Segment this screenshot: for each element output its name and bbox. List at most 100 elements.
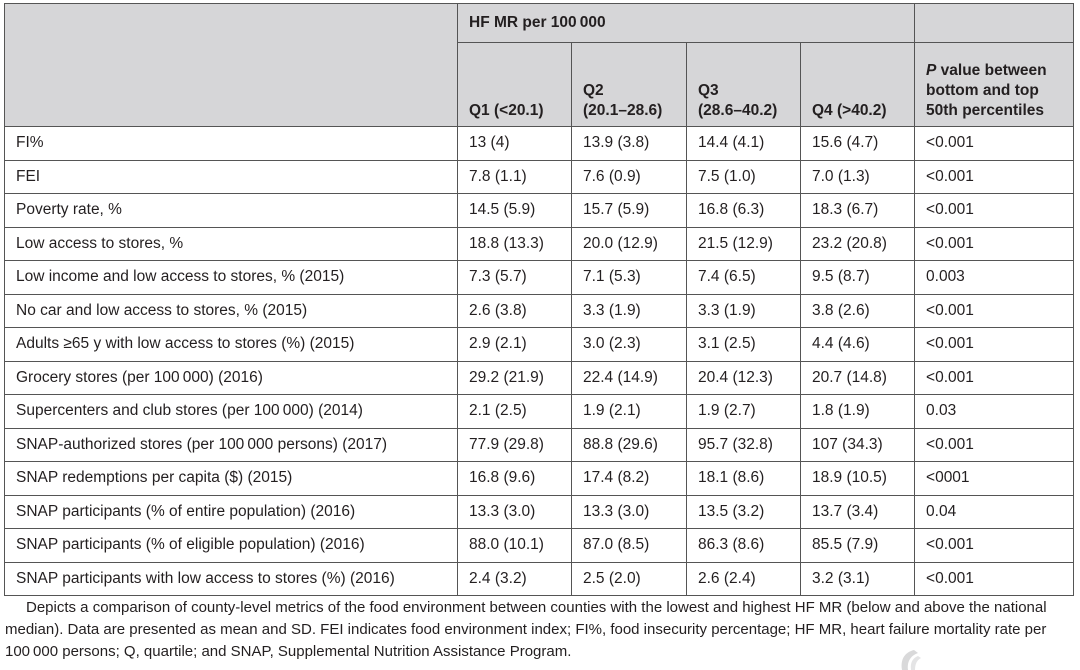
p-value-cell: 0.04: [914, 494, 1075, 529]
p-value-italic-p: P: [926, 62, 937, 79]
q4-value-cell: 4.4 (4.6): [799, 327, 916, 362]
q2-value-cell: 22.4 (14.9): [571, 360, 687, 395]
q2-value-cell: 3.3 (1.9): [571, 293, 687, 328]
q1-value-cell: 2.1 (2.5): [457, 394, 572, 429]
q1-value-cell: 13.3 (3.0): [457, 494, 572, 529]
q3-value-cell: 86.3 (8.6): [686, 528, 801, 563]
p-value-cell: <0.001: [914, 360, 1075, 395]
metric-label-cell: SNAP redemptions per capita ($) (2015): [4, 461, 458, 496]
p-value-cell: <0.001: [914, 561, 1075, 596]
metric-label-cell: Low income and low access to stores, % (…: [4, 260, 458, 295]
q2-header-line2: (20.1–28.6): [583, 102, 663, 119]
p-value-cell: <0.001: [914, 126, 1075, 161]
q4-value-cell: 107 (34.3): [799, 427, 916, 462]
q4-value-cell: 23.2 (20.8): [799, 226, 916, 261]
food-environment-table: HF MR per 100 000 Q1 (<20.1) Q2 (20.1–28…: [4, 3, 1075, 596]
q3-header-line2: (28.6–40.2): [698, 102, 778, 119]
table-body: FI% 13 (4) 13.9 (3.8) 14.4 (4.1) 15.6 (4.7) <…: [4, 126, 1075, 596]
p-value-header-line3: 50th percentiles: [926, 102, 1045, 119]
metric-label-cell: SNAP-authorized stores (per 100 000 pers…: [4, 427, 458, 462]
q4-value-cell: 9.5 (8.7): [799, 260, 916, 295]
table-row: Grocery stores (per 100 000) (2016) 29.2 …: [4, 360, 1075, 395]
q4-value-cell: 18.3 (6.7): [799, 193, 916, 228]
q1-value-cell: 88.0 (10.1): [457, 528, 572, 563]
q1-value-cell: 77.9 (29.8): [457, 427, 572, 462]
q2-value-cell: 7.1 (5.3): [571, 260, 687, 295]
q3-value-cell: 7.5 (1.0): [686, 159, 801, 194]
q2-value-cell: 13.3 (3.0): [571, 494, 687, 529]
table-row: Low income and low access to stores, % (…: [4, 260, 1075, 295]
q3-value-cell: 1.9 (2.7): [686, 394, 801, 429]
q4-value-cell: 20.7 (14.8): [799, 360, 916, 395]
p-value-header-line1-rest: value between: [936, 62, 1047, 79]
p-value-cell: <0.001: [914, 427, 1075, 462]
table-row: SNAP redemptions per capita ($) (2015) 16…: [4, 461, 1075, 496]
q2-value-cell: 3.0 (2.3): [571, 327, 687, 362]
table-row: SNAP participants (% of entire populatio…: [4, 494, 1075, 529]
q4-value-cell: 3.2 (3.1): [799, 561, 916, 596]
q1-value-cell: 14.5 (5.9): [457, 193, 572, 228]
table-row: SNAP-authorized stores (per 100 000 pers…: [4, 427, 1075, 462]
q4-value-cell: 7.0 (1.3): [799, 159, 916, 194]
q3-value-cell: 14.4 (4.1): [686, 126, 801, 161]
metric-label-cell: Poverty rate, %: [4, 193, 458, 228]
header-blank-cell: [4, 3, 458, 127]
metric-label-cell: Supercenters and club stores (per 100 00…: [4, 394, 458, 429]
q2-value-cell: 88.8 (29.6): [571, 427, 687, 462]
q2-value-cell: 87.0 (8.5): [571, 528, 687, 563]
p-value-cell: <0.001: [914, 193, 1075, 228]
q3-value-cell: 95.7 (32.8): [686, 427, 801, 462]
q4-value-cell: 13.7 (3.4): [799, 494, 916, 529]
q3-value-cell: 13.5 (3.2): [686, 494, 801, 529]
q2-header-line1: Q2: [583, 82, 604, 99]
publisher-logo-fragment-icon: [901, 650, 921, 670]
q1-value-cell: 16.8 (9.6): [457, 461, 572, 496]
table-row: No car and low access to stores, % (2015…: [4, 293, 1075, 328]
q3-value-cell: 3.3 (1.9): [686, 293, 801, 328]
table-caption: Depicts a comparison of county-level met…: [5, 597, 1075, 663]
table-row: SNAP participants with low access to sto…: [4, 561, 1075, 596]
metric-label-cell: No car and low access to stores, % (2015…: [4, 293, 458, 328]
q2-value-cell: 1.9 (2.1): [571, 394, 687, 429]
q1-value-cell: 2.9 (2.1): [457, 327, 572, 362]
q2-value-cell: 15.7 (5.9): [571, 193, 687, 228]
hf-mr-group-header: HF MR per 100 000: [456, 3, 916, 43]
header-top-right-cell: [914, 3, 1075, 43]
table-header: HF MR per 100 000 Q1 (<20.1) Q2 (20.1–28…: [4, 3, 1075, 127]
q3-value-cell: 2.6 (2.4): [686, 561, 801, 596]
table-row: Adults ≥65 y with low access to stores (…: [4, 327, 1075, 362]
q3-value-cell: 18.1 (8.6): [686, 461, 801, 496]
q3-value-cell: 7.4 (6.5): [686, 260, 801, 295]
metric-label-cell: Low access to stores, %: [4, 226, 458, 261]
q3-column-header: Q3 (28.6–40.2): [686, 42, 801, 127]
q2-value-cell: 13.9 (3.8): [571, 126, 687, 161]
caption-text: Depicts a comparison of county-level met…: [5, 599, 1047, 660]
q3-value-cell: 21.5 (12.9): [686, 226, 801, 261]
q1-column-header: Q1 (<20.1): [457, 42, 572, 127]
q2-value-cell: 2.5 (2.0): [571, 561, 687, 596]
table-row: Low access to stores, % 18.8 (13.3) 20.0 (…: [4, 226, 1075, 261]
metric-label-cell: FI%: [4, 126, 458, 161]
p-value-cell: 0.03: [914, 394, 1075, 429]
q4-header-line2: Q4 (>40.2): [812, 102, 887, 119]
q1-header-line2: Q1 (<20.1): [469, 102, 544, 119]
q4-value-cell: 85.5 (7.9): [799, 528, 916, 563]
q1-value-cell: 2.6 (3.8): [457, 293, 572, 328]
q2-value-cell: 7.6 (0.9): [571, 159, 687, 194]
q2-value-cell: 20.0 (12.9): [571, 226, 687, 261]
q1-value-cell: 7.3 (5.7): [457, 260, 572, 295]
metric-label-cell: SNAP participants (% of entire populatio…: [4, 494, 458, 529]
metric-label-cell: FEI: [4, 159, 458, 194]
table-row: Poverty rate, % 14.5 (5.9) 15.7 (5.9) 16.8 …: [4, 193, 1075, 228]
table-row: Supercenters and club stores (per 100 00…: [4, 394, 1075, 429]
p-value-cell: <0.001: [914, 293, 1075, 328]
metric-label-cell: Grocery stores (per 100 000) (2016): [4, 360, 458, 395]
q1-value-cell: 18.8 (13.3): [457, 226, 572, 261]
q4-value-cell: 1.8 (1.9): [799, 394, 916, 429]
p-value-cell: <0.001: [914, 327, 1075, 362]
table-row: SNAP participants (% of eligible populat…: [4, 528, 1075, 563]
q4-value-cell: 18.9 (10.5): [799, 461, 916, 496]
table-row: FI% 13 (4) 13.9 (3.8) 14.4 (4.1) 15.6 (4.7) <…: [4, 126, 1075, 161]
p-value-cell: <0001: [914, 461, 1075, 496]
p-value-header-line1: P value between: [926, 61, 1073, 81]
